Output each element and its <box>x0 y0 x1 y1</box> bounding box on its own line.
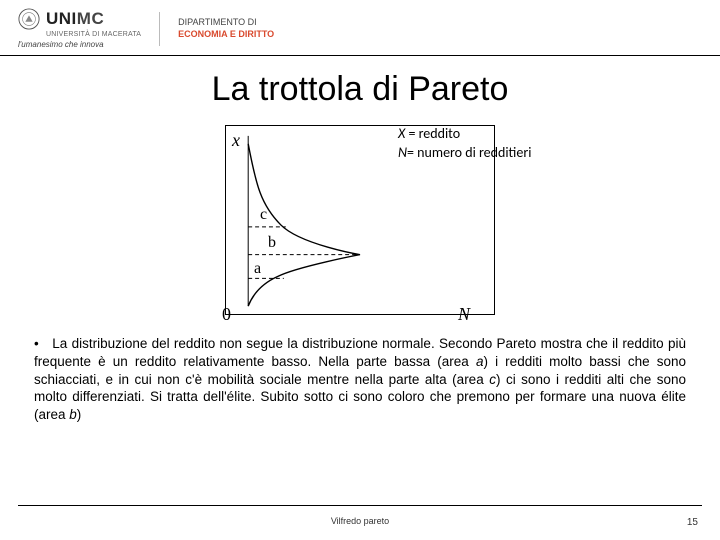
bullet-icon: • <box>34 335 48 353</box>
region-label-a: a <box>254 260 261 278</box>
region-label-b: b <box>268 234 276 252</box>
axis-label-N: N <box>458 304 470 325</box>
dept-line1: DIPARTIMENTO DI <box>178 17 274 29</box>
footer-author: Vilfredo pareto <box>0 516 720 526</box>
body-paragraph: • La distribuzione del reddito non segue… <box>34 335 686 424</box>
university-name: UNIMC <box>46 9 104 29</box>
page-number: 15 <box>687 517 698 528</box>
axis-label-x: x <box>232 130 240 151</box>
axis-label-zero: 0 <box>222 304 231 325</box>
legend-line-1: X = reddito <box>398 125 531 144</box>
university-seal-icon <box>18 8 40 30</box>
university-subtitle: UNIVERSITÀ DI MACERATA <box>46 31 141 38</box>
region-label-c: c <box>260 206 267 224</box>
dept-line2: ECONOMIA E DIRITTO <box>178 29 274 41</box>
department-name: DIPARTIMENTO DI ECONOMIA E DIRITTO <box>178 17 274 40</box>
header: UNIMC UNIVERSITÀ DI MACERATA l'umanesimo… <box>0 0 720 56</box>
vertical-divider <box>159 12 160 46</box>
chart-legend: X = reddito N= numero di redditieri <box>398 125 531 163</box>
footer-divider <box>18 505 702 506</box>
legend-line-2: N= numero di redditieri <box>398 144 531 163</box>
logo-block: UNIMC UNIVERSITÀ DI MACERATA l'umanesimo… <box>18 8 141 49</box>
university-tagline: l'umanesimo che innova <box>18 40 141 49</box>
page-title: La trottola di Pareto <box>0 70 720 109</box>
